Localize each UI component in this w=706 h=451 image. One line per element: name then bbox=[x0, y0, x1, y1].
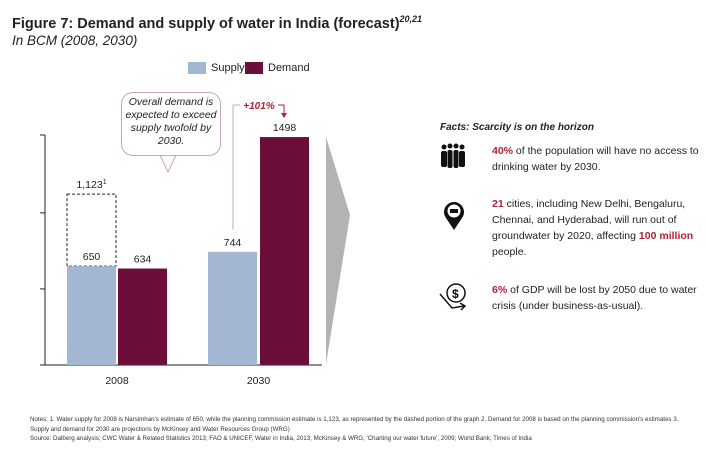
notes-text: Notes: 1. Water supply for 2008 is Narsi… bbox=[30, 416, 679, 433]
fact-highlight: 6% bbox=[492, 284, 508, 296]
title-text: Figure 7: Demand and supply of water in … bbox=[12, 15, 400, 32]
growth-arrow bbox=[278, 104, 285, 116]
fact-cities: 21 cities, including New Delhi, Bengalur… bbox=[492, 196, 702, 260]
dashed-estimate-label: 1,1231 bbox=[76, 179, 106, 191]
title-footnote: 20,21 bbox=[399, 14, 423, 24]
growth-label: +101% bbox=[243, 101, 275, 112]
legend-supply: Supply bbox=[188, 62, 245, 74]
fact-highlight: 40% bbox=[492, 145, 514, 157]
bar-demand-2030 bbox=[260, 137, 309, 365]
legend-label-supply: Supply bbox=[211, 62, 245, 74]
source-text: Source: Dalberg analysis; CWC Water & Re… bbox=[30, 435, 532, 442]
fact-text: of GDP will be lost by 2050 due to water… bbox=[492, 284, 697, 312]
legend-swatch-supply bbox=[188, 62, 206, 74]
data-label-demand-2030: 1498 bbox=[273, 122, 297, 134]
fact-gdp: 6% of GDP will be lost by 2050 due to wa… bbox=[492, 282, 702, 314]
figure-subtitle: In BCM (2008, 2030) bbox=[12, 33, 138, 48]
x-tick-label-2030: 2030 bbox=[247, 375, 271, 387]
callout-bubble: Overall demand is expected to exceed sup… bbox=[121, 92, 221, 156]
svg-text:$: $ bbox=[452, 287, 459, 301]
money-decline-icon: $ bbox=[438, 282, 472, 317]
fact-text-2: people. bbox=[492, 246, 527, 258]
bar-supply-2008 bbox=[67, 266, 116, 365]
figure-title: Figure 7: Demand and supply of water in … bbox=[12, 14, 422, 32]
growth-arrowhead bbox=[281, 113, 287, 118]
callout-tail bbox=[159, 154, 177, 174]
growth-bracket bbox=[232, 104, 240, 230]
fact-highlight: 21 bbox=[492, 198, 504, 210]
legend-swatch-demand bbox=[245, 62, 263, 74]
bar-chart: 1,1231 650 634 2008 744 1498 2030 +101% bbox=[40, 101, 350, 387]
data-label-demand-2008: 634 bbox=[134, 254, 152, 266]
x-tick-label-2008: 2008 bbox=[105, 375, 129, 387]
fact-text: of the population will have no access to… bbox=[492, 145, 699, 173]
legend-demand: Demand bbox=[245, 62, 310, 74]
data-label-supply-2008: 650 bbox=[83, 251, 101, 263]
bar-demand-2008 bbox=[118, 268, 167, 365]
chevron-arrow bbox=[326, 137, 350, 364]
people-icon bbox=[438, 142, 468, 175]
legend-label-demand: Demand bbox=[268, 62, 310, 74]
footnotes: Notes: 1. Water supply for 2008 is Narsi… bbox=[30, 415, 690, 444]
fact-population: 40% of the population will have no acces… bbox=[492, 143, 702, 175]
map-pin-city-icon bbox=[442, 200, 466, 237]
fact-text: cities, including New Delhi, Bengaluru, … bbox=[492, 198, 686, 242]
fact-highlight-2: 100 million bbox=[638, 230, 694, 242]
bar-supply-2030 bbox=[208, 251, 257, 365]
facts-title: Facts: Scarcity is on the horizon bbox=[440, 122, 594, 133]
data-label-supply-2030: 744 bbox=[224, 237, 242, 249]
